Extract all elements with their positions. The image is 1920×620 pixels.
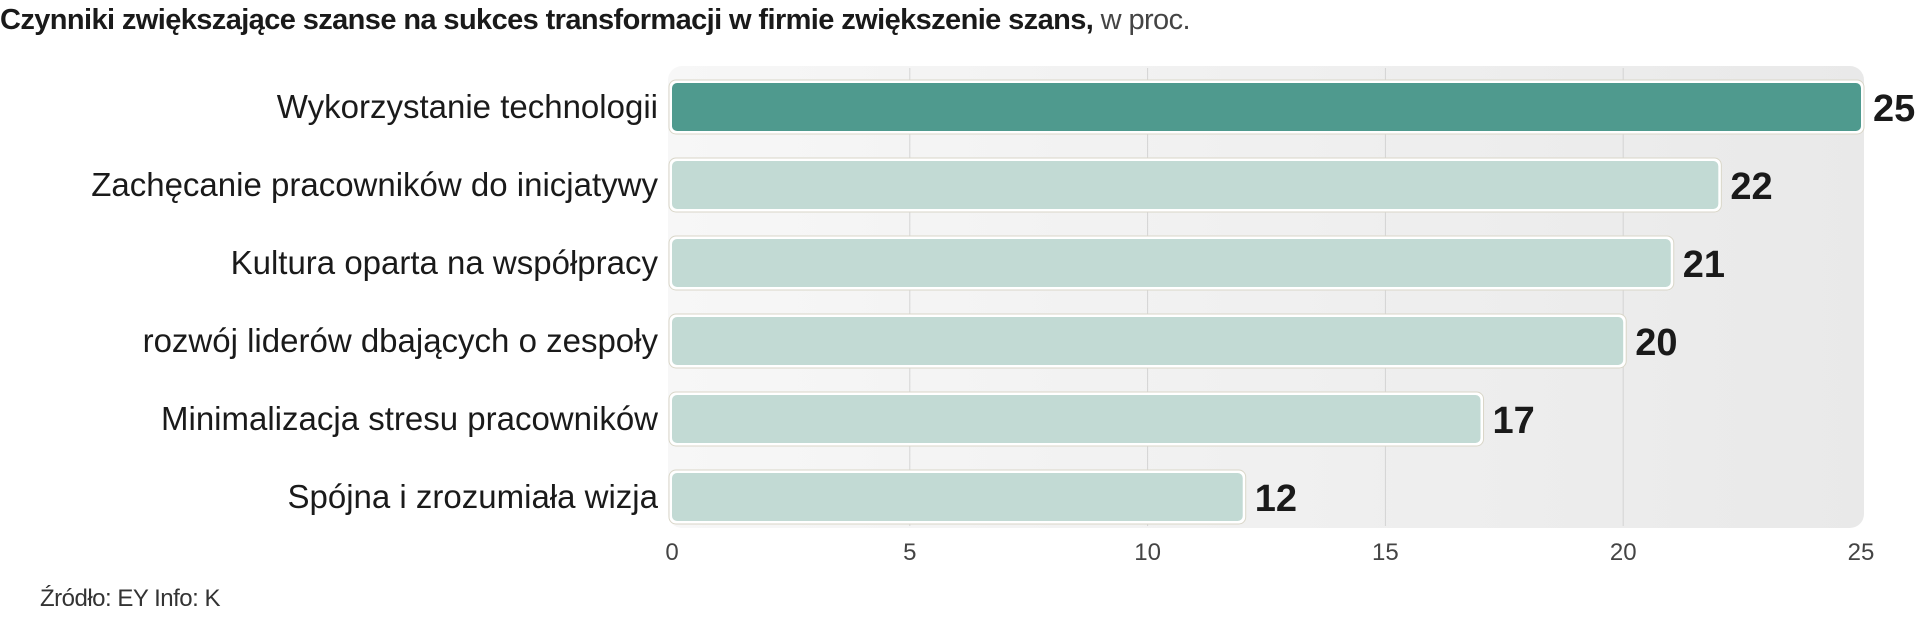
value-label: 17 [1493,400,1535,442]
x-tick-label: 5 [903,539,916,566]
bar [672,395,1481,443]
title-main: Czynniki zwiększające szanse na sukces t… [0,4,1094,36]
category-label: Zachęcanie pracowników do inicjatywy [91,166,658,203]
bar-group: Zachęcanie pracowników do inicjatywy 22 [91,157,1773,213]
bar-group: Kultura oparta na współpracy 21 [231,235,1725,291]
value-label: 21 [1683,244,1725,286]
category-label: rozwój liderów dbających o zespoły [143,322,659,359]
chart-title: Czynniki zwiększające szanse na sukces t… [0,4,1191,37]
category-label: Kultura oparta na współpracy [231,244,659,281]
x-tick-label: 10 [1134,539,1161,566]
value-label: 12 [1255,478,1297,520]
value-label: 20 [1635,322,1677,364]
bar [672,161,1719,209]
category-label: Wykorzystanie technologii [277,88,658,125]
bar [672,83,1861,131]
x-tick-label: 0 [665,539,678,566]
value-label: 25 [1873,88,1915,130]
bar-group: Minimalizacja stresu pracowników 17 [161,391,1535,447]
title-unit: w proc. [1100,4,1191,36]
bar-group: Wykorzystanie technologii 25 [277,79,1915,135]
bar [672,473,1243,521]
x-tick-label: 25 [1848,539,1875,566]
bar-group: Spójna i zrozumiała wizja 12 [288,469,1297,525]
bar [672,239,1671,287]
value-label: 22 [1730,166,1772,208]
bar-group: rozwój liderów dbających o zespoły 20 [143,313,1677,369]
x-tick-label: 15 [1372,539,1399,566]
category-label: Spójna i zrozumiała wizja [288,478,659,515]
category-label: Minimalizacja stresu pracowników [161,400,658,437]
x-tick-label: 20 [1610,539,1637,566]
plot-background [668,66,1864,528]
bar [672,317,1624,365]
source-note: Źródło: EY Info: K [40,585,221,612]
